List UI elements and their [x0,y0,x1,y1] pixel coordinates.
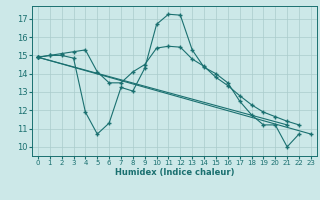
X-axis label: Humidex (Indice chaleur): Humidex (Indice chaleur) [115,168,234,177]
